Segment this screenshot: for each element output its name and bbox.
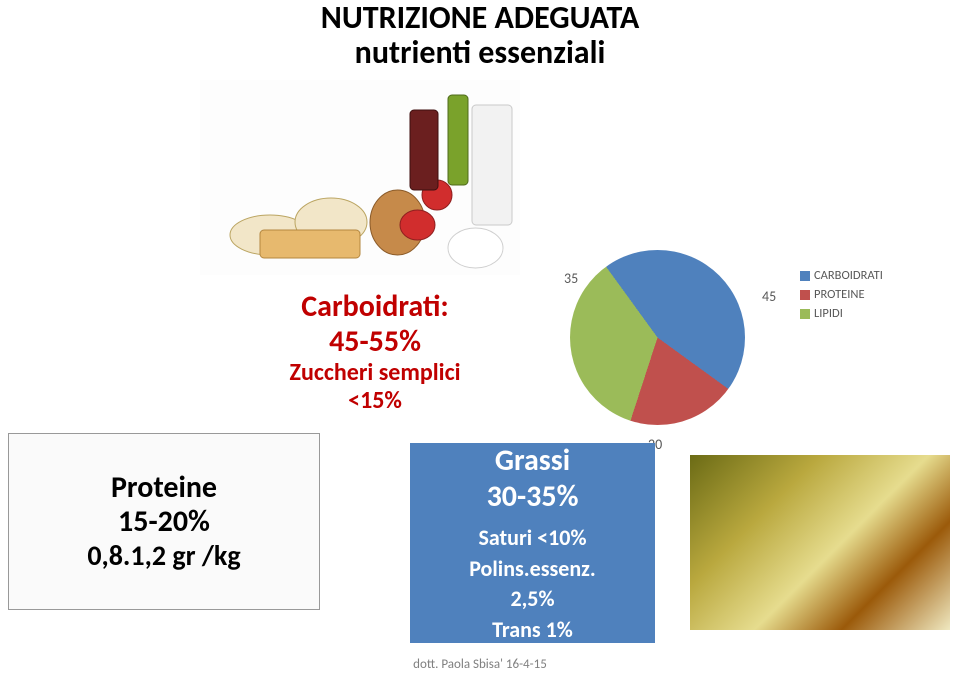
fat-line3: Saturi <10% <box>479 525 587 551</box>
title-line2: nutrienti essenziali <box>0 35 960 70</box>
footer-credit: dott. Paola Sbisa' 16-4-15 <box>0 657 960 672</box>
fat-line4: Polins.essenz. <box>469 556 596 582</box>
protein-card: Proteine 15-20% 0,8.1,2 gr /kg <box>8 433 320 610</box>
pie-graphic <box>570 250 745 425</box>
fat-card: Grassi 30-35% Saturi <10% Polins.essenz.… <box>410 443 655 643</box>
carb-line1: Carboidrati: <box>255 290 495 325</box>
carb-line2: 45-55% <box>255 325 495 360</box>
pie-legend: CARBOIDRATI PROTEINE LIPIDI <box>800 268 883 325</box>
macronutrient-pie-chart: 452035 <box>570 250 745 425</box>
fat-line1: Grassi <box>495 443 570 479</box>
fat-line2: 30-35% <box>487 479 579 515</box>
legend-label: CARBOIDRATI <box>814 268 883 283</box>
page-title: NUTRIZIONE ADEGUATA nutrienti essenziali <box>0 0 960 70</box>
carb-line4: <15% <box>255 387 495 415</box>
carbohydrates-text: Carboidrati: 45-55% Zuccheri semplici <1… <box>255 290 495 414</box>
pie-data-label: 45 <box>762 288 776 305</box>
legend-label: PROTEINE <box>814 287 865 302</box>
carb-line3: Zuccheri semplici <box>255 359 495 387</box>
legend-item: PROTEINE <box>800 287 883 302</box>
fat-line5: 2,5% <box>510 586 554 612</box>
fat-line6: Trans 1% <box>492 617 573 643</box>
legend-item: LIPIDI <box>800 306 883 321</box>
pie-data-label: 35 <box>564 270 578 287</box>
title-line1: NUTRIZIONE ADEGUATA <box>0 0 960 35</box>
protein-line1: Proteine <box>87 471 240 506</box>
oils-illustration <box>690 455 950 630</box>
protein-line3: 0,8.1,2 gr /kg <box>87 540 240 572</box>
legend-label: LIPIDI <box>814 306 843 321</box>
legend-swatch <box>800 271 810 281</box>
foods-illustration <box>200 80 520 275</box>
protein-line2: 15-20% <box>87 505 240 540</box>
legend-swatch <box>800 309 810 319</box>
legend-item: CARBOIDRATI <box>800 268 883 283</box>
legend-swatch <box>800 290 810 300</box>
